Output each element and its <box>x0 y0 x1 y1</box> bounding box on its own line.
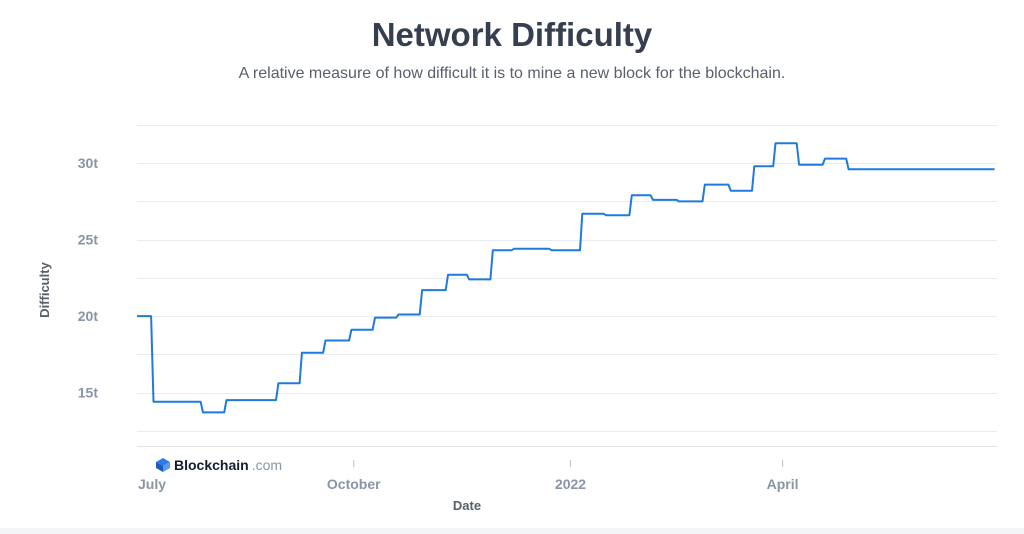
y-tick-label: 25t <box>78 232 99 248</box>
x-tick-label: October <box>327 476 381 492</box>
brand-name: Blockchain <box>174 457 249 473</box>
brand-suffix: .com <box>251 457 283 473</box>
y-tick-label: 15t <box>78 385 99 401</box>
x-tick-label: July <box>138 476 166 492</box>
y-tick-label: 30t <box>78 155 99 171</box>
x-tick-label: April <box>767 476 799 492</box>
grid-layer <box>137 125 997 432</box>
bottom-strip <box>0 528 1024 534</box>
brand-logo: Blockchain .com <box>155 456 282 474</box>
difficulty-series-line <box>137 142 995 414</box>
page-title: Network Difficulty <box>371 16 653 53</box>
tick-layer: 15t 20t 25t 30t July October 2022 April <box>78 155 799 492</box>
y-tick-label: 20t <box>78 308 99 324</box>
x-tick-label: 2022 <box>555 476 586 492</box>
y-axis-label: Difficulty <box>37 261 52 317</box>
blockchain-logo-icon <box>156 458 170 472</box>
page-subtitle: A relative measure of how difficult it i… <box>238 65 786 82</box>
x-axis-label: Date <box>453 498 481 513</box>
